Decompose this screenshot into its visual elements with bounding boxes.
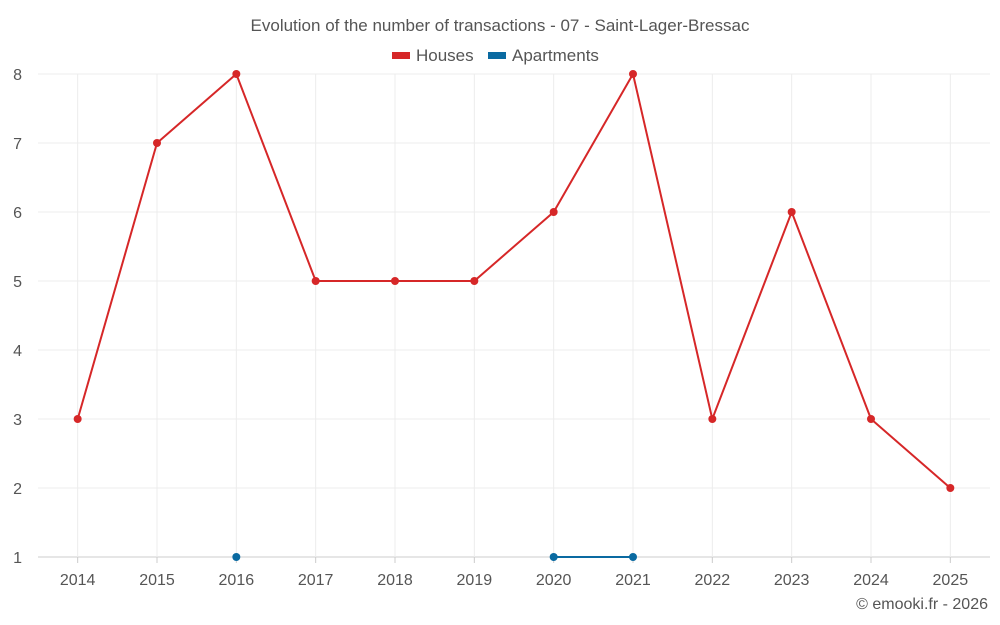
data-point-houses[interactable]: [708, 415, 717, 423]
data-point-apartments[interactable]: [629, 553, 637, 561]
legend-label-apartments: Apartments: [512, 46, 599, 65]
data-point-houses[interactable]: [73, 415, 82, 423]
credit-text: © emooki.fr - 2026: [856, 596, 988, 613]
series-houses: [73, 70, 955, 492]
x-tick-label: 2022: [695, 572, 731, 589]
x-tick-label: 2021: [615, 572, 651, 589]
x-tick-label: 2015: [139, 572, 175, 589]
legend-swatch-houses: [392, 52, 410, 59]
x-tick-label: 2020: [536, 572, 572, 589]
legend-swatch-apartments: [488, 52, 506, 59]
data-point-apartments[interactable]: [232, 553, 241, 561]
y-tick-label: 1: [13, 550, 22, 567]
series-apartments: [232, 553, 637, 561]
x-tick-label: 2017: [298, 572, 334, 589]
data-point-houses[interactable]: [867, 415, 875, 423]
legend-item-apartments[interactable]: Apartments: [488, 46, 599, 65]
data-point-houses[interactable]: [946, 484, 955, 492]
x-tick-label: 2024: [853, 572, 889, 589]
data-point-houses[interactable]: [391, 277, 399, 285]
data-point-houses[interactable]: [470, 277, 479, 285]
y-tick-label: 3: [13, 412, 22, 429]
x-tick-label: 2018: [377, 572, 413, 589]
y-tick-label: 5: [13, 274, 22, 291]
y-tick-label: 6: [13, 205, 22, 222]
series-layer: [73, 70, 955, 561]
data-point-houses[interactable]: [787, 208, 796, 216]
data-point-houses[interactable]: [549, 208, 558, 216]
y-tick-label: 7: [13, 136, 22, 153]
y-tick-label: 2: [13, 481, 22, 498]
data-point-apartments[interactable]: [549, 553, 558, 561]
y-tick-label: 8: [13, 67, 22, 84]
x-axis-ticks: 2014 2015 2016 2017 2018 2019 2020 2021 2022 2023…: [60, 557, 968, 589]
x-tick-label: 2014: [60, 572, 96, 589]
chart-title: Evolution of the number of transactions …: [251, 16, 750, 35]
y-tick-label: 4: [13, 343, 22, 360]
data-point-houses[interactable]: [232, 70, 241, 78]
grid: [38, 73, 990, 558]
x-tick-label: 2025: [933, 572, 969, 589]
legend[interactable]: Houses Apartments: [392, 46, 599, 65]
x-tick-label: 2019: [457, 572, 493, 589]
data-point-houses[interactable]: [629, 70, 637, 78]
data-point-houses[interactable]: [153, 139, 161, 147]
x-tick-label: 2023: [774, 572, 810, 589]
series-line-houses: [76, 73, 951, 489]
data-point-houses[interactable]: [311, 277, 320, 285]
x-tick-label: 2016: [219, 572, 255, 589]
y-axis-ticks: 1 2 3 4 5 6 7 8: [13, 67, 22, 567]
legend-item-houses[interactable]: Houses: [392, 46, 474, 65]
legend-label-houses: Houses: [416, 46, 474, 65]
